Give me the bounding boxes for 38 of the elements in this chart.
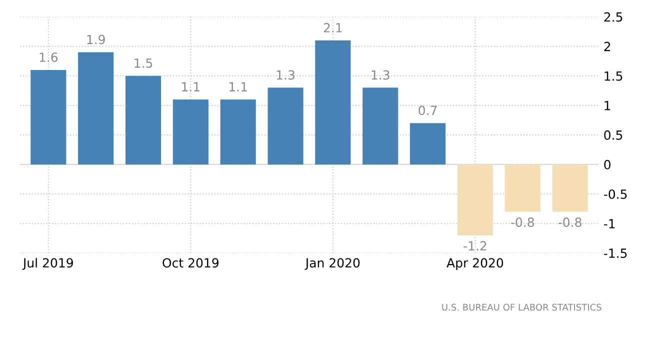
bar: [172, 99, 208, 164]
data-label: 2.1: [324, 22, 342, 32]
data-label: -0.8: [558, 217, 582, 227]
data-label: 1.1: [230, 82, 247, 92]
data-label: 1.3: [276, 70, 294, 80]
bar: [268, 88, 304, 164]
bar: [457, 164, 493, 236]
y-tick-label: -1: [604, 219, 615, 228]
y-tick-label: 0: [604, 160, 610, 170]
x-tick-label: Apr 2020: [446, 258, 504, 270]
bar: [220, 99, 256, 164]
data-label: -0.8: [511, 217, 534, 227]
bar: [78, 52, 114, 164]
y-tick-label: -0.5: [604, 189, 627, 199]
y-tick-label: 1.5: [604, 72, 622, 81]
data-label: -1.2: [464, 241, 486, 250]
data-label: 1.6: [40, 52, 58, 62]
data-label: 0.7: [418, 106, 437, 116]
data-label: 1.5: [134, 58, 152, 68]
data-label: 1.1: [182, 82, 200, 92]
bar: [315, 40, 351, 164]
x-tick-label: Oct 2019: [162, 258, 218, 268]
y-tick-label: 0.5: [604, 130, 622, 140]
bar: [552, 164, 588, 212]
x-tick-label: Jan 2020: [304, 258, 360, 270]
y-tick-label: 1: [604, 101, 610, 110]
text: U.S. BUREAU OF LABOR STATISTICS: [442, 304, 602, 311]
bar: [30, 70, 66, 164]
x-tick-label: Jul 2019: [22, 258, 73, 270]
y-tick-label: 2: [604, 42, 610, 52]
bar: [362, 88, 398, 164]
y-tick-label: -1.5: [604, 248, 627, 258]
bar: [504, 164, 540, 212]
y-tick-label: 2.5: [604, 12, 622, 22]
bar: [125, 76, 162, 164]
data-label: 1.3: [372, 70, 390, 80]
data-label: 1.9: [87, 34, 105, 44]
bar: [410, 123, 446, 164]
